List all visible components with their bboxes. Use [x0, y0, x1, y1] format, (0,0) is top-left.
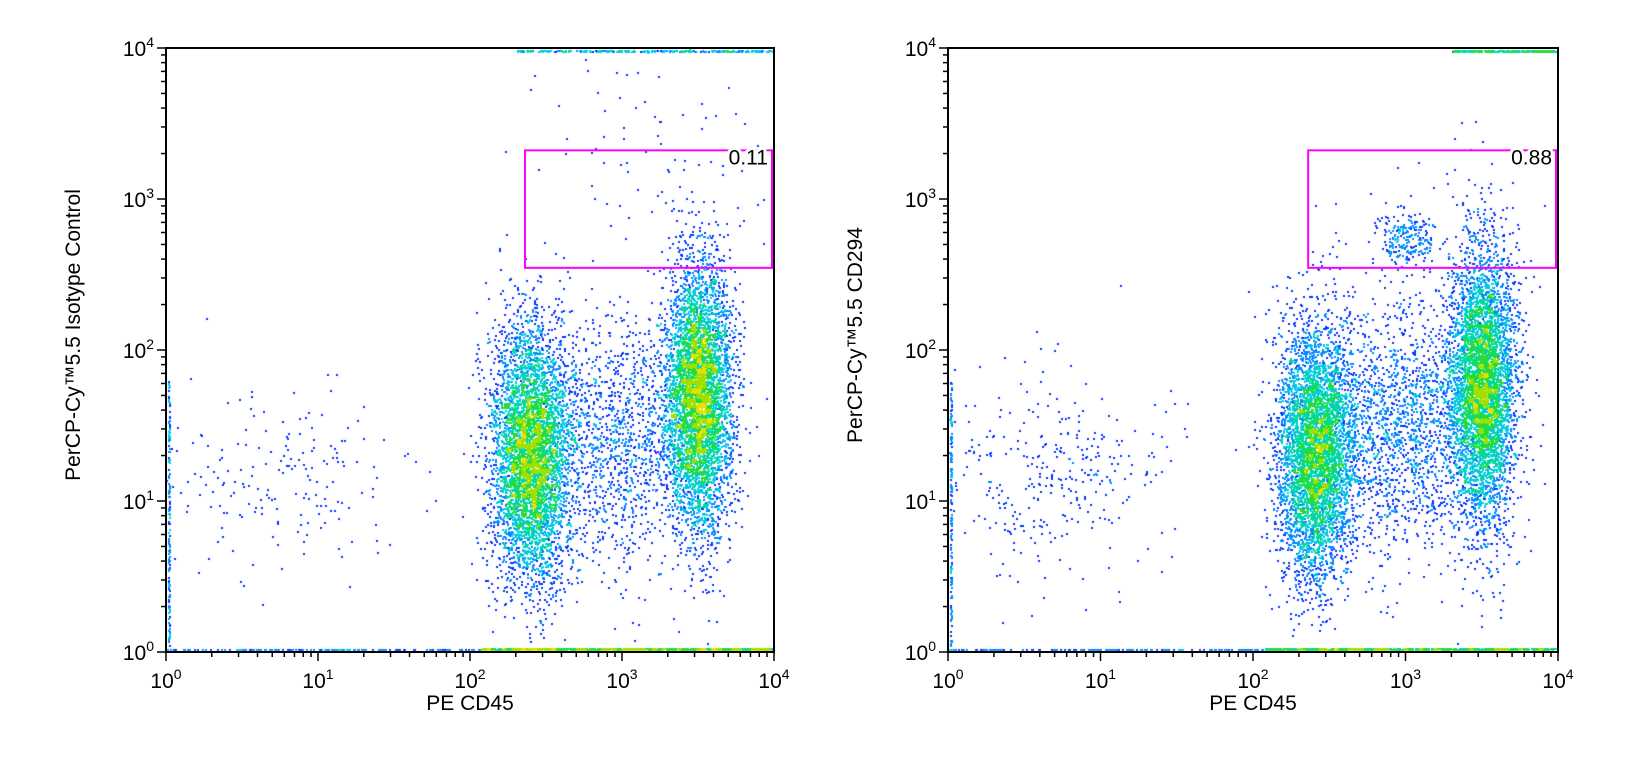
plot-1-y-tick-label: 103	[123, 185, 154, 212]
plot-2-y-ticks: 100 101 102 103 104	[905, 34, 948, 665]
plot-2-density-dots	[948, 48, 1558, 652]
plot-1-y-tick-label: 100	[123, 638, 154, 665]
plot-cd294: 100 101 102 103 104 100 101 102 103 104 0.88 PE …	[844, 34, 1574, 715]
plot-2-gate-label: 0.88	[1511, 146, 1552, 169]
plot-1-x-ticks: 100 101 102 103 104	[150, 652, 790, 693]
plot-1-y-tick-label: 104	[123, 34, 154, 61]
plot-2-y-axis-title: PerCP-Cy™5.5 CD294	[844, 227, 867, 443]
plot-1-x-axis-title: PE CD45	[426, 692, 514, 715]
plot-1-x-tick-label: 102	[454, 666, 485, 693]
plot-1-x-tick-label: 104	[758, 666, 789, 693]
plot-2-gate[interactable]	[1307, 149, 1557, 269]
plot-1-gate-label: 0.11	[729, 146, 768, 169]
plot-1-density-dots	[166, 48, 774, 652]
plot-1-y-axis-title: PerCP-Cy™5.5 Isotype Control	[62, 189, 85, 481]
plot-2-x-tick-label: 100	[932, 666, 963, 693]
plot-1-x-tick-label: 101	[302, 666, 333, 693]
plot-2-y-tick-label: 102	[905, 336, 936, 363]
plot-2-x-axis-title: PE CD45	[1209, 692, 1297, 715]
plot-1-y-ticks: 100 101 102 103 104	[123, 34, 166, 665]
plot-2-x-ticks: 100 101 102 103 104	[932, 652, 1574, 693]
plot-1-x-tick-label: 103	[606, 666, 637, 693]
plot-1-y-tick-label: 102	[123, 336, 154, 363]
plot-2-y-tick-label: 104	[905, 34, 936, 61]
plot-2-x-tick-label: 101	[1085, 666, 1116, 693]
plot-1-y-tick-label: 101	[123, 487, 154, 514]
plot-2-y-tick-label: 100	[905, 638, 936, 665]
plot-2-x-tick-label: 102	[1237, 666, 1268, 693]
plot-isotype-control: 100 101 102 103 104 100 101 102 103 104 0.11 PE …	[62, 34, 790, 715]
plot-2-x-tick-label: 104	[1542, 666, 1573, 693]
plot-2-y-tick-label: 103	[905, 185, 936, 212]
plot-1-gate[interactable]	[523, 149, 773, 269]
plot-2-x-tick-label: 103	[1390, 666, 1421, 693]
plot-2-y-tick-label: 101	[905, 487, 936, 514]
plot-1-x-tick-label: 100	[150, 666, 181, 693]
